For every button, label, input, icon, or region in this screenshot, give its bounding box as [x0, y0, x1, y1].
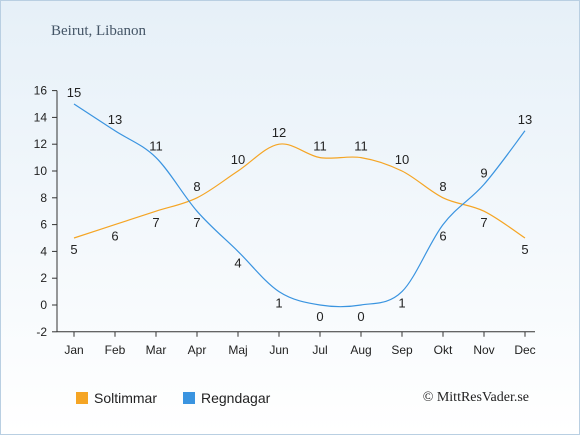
y-tick-label: 14 — [34, 110, 48, 124]
y-tick-label: 16 — [34, 84, 48, 98]
x-tick-label: Apr — [188, 343, 207, 357]
y-tick-label: 10 — [34, 164, 48, 178]
legend-swatch-regndagar — [183, 392, 195, 404]
x-tick-label: Jun — [269, 343, 288, 357]
data-label: 13 — [108, 112, 122, 127]
data-label: 5 — [70, 242, 77, 257]
x-tick-label: Maj — [228, 343, 247, 357]
data-label: 10 — [395, 152, 409, 167]
x-tick-label: Mar — [146, 343, 167, 357]
legend-item-soltimmar: Soltimmar — [76, 390, 157, 406]
data-label: 1 — [398, 296, 405, 311]
x-tick-label: Dec — [514, 343, 535, 357]
data-label: 6 — [111, 229, 118, 244]
data-label: 13 — [518, 112, 532, 127]
legend-swatch-soltimmar — [76, 392, 88, 404]
x-tick-label: Sep — [391, 343, 413, 357]
data-label: 7 — [152, 215, 159, 230]
x-tick-label: Jan — [64, 343, 83, 357]
data-label: 9 — [480, 165, 487, 180]
data-label: 11 — [313, 139, 327, 154]
y-tick-label: 4 — [40, 244, 47, 258]
data-label: 11 — [354, 139, 368, 154]
data-label: 0 — [316, 309, 323, 324]
data-label: 6 — [439, 229, 446, 244]
y-tick-label: 6 — [40, 218, 47, 232]
data-label: 8 — [439, 179, 446, 194]
legend-item-regndagar: Regndagar — [183, 390, 270, 406]
data-label: 5 — [521, 242, 528, 257]
data-label: 11 — [149, 139, 163, 154]
data-label: 15 — [67, 85, 81, 100]
legend-label-soltimmar: Soltimmar — [94, 390, 158, 406]
data-label: 4 — [234, 255, 241, 270]
x-tick-label: Jul — [312, 343, 327, 357]
y-tick-label: -2 — [36, 325, 47, 339]
data-label: 7 — [193, 215, 200, 230]
data-label: 0 — [357, 309, 364, 324]
y-tick-label: 12 — [34, 137, 48, 151]
data-label: 10 — [231, 152, 245, 167]
data-label: 7 — [480, 215, 487, 230]
x-tick-label: Okt — [434, 343, 453, 357]
y-tick-label: 2 — [40, 271, 47, 285]
data-label: 8 — [193, 179, 200, 194]
series-line-regndagar — [73, 103, 526, 308]
series-line-soltimmar — [73, 143, 526, 239]
x-tick-label: Aug — [350, 343, 371, 357]
y-tick-label: 8 — [40, 191, 47, 205]
chart-title: Beirut, Libanon — [51, 23, 146, 39]
data-label: 1 — [275, 296, 282, 311]
x-tick-label: Feb — [105, 343, 126, 357]
y-tick-label: 0 — [40, 298, 47, 312]
credit-text: © MittResVader.se — [422, 390, 529, 405]
legend-label-regndagar: Regndagar — [201, 390, 271, 406]
x-tick-label: Nov — [473, 343, 494, 357]
data-label: 12 — [272, 125, 286, 140]
